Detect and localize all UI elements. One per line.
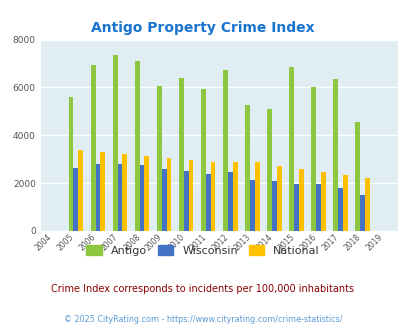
Bar (161, 169, 166, 231)
Bar (90, 65, 95, 231)
Bar (315, 184, 320, 231)
Bar (311, 87, 315, 231)
Bar (342, 175, 347, 231)
Bar (249, 180, 254, 231)
Bar (288, 67, 293, 231)
Bar (205, 174, 210, 231)
Bar (210, 162, 215, 231)
Bar (166, 158, 171, 231)
Bar (354, 122, 359, 231)
Bar (293, 184, 298, 231)
Bar (359, 195, 364, 231)
Bar (227, 172, 232, 231)
Bar (179, 78, 183, 231)
Bar (222, 70, 227, 231)
Bar (200, 89, 205, 231)
Bar (232, 162, 237, 231)
Text: Crime Index corresponds to incidents per 100,000 inhabitants: Crime Index corresponds to incidents per… (51, 284, 354, 294)
Bar (134, 61, 139, 231)
Bar (298, 169, 303, 231)
Bar (254, 162, 259, 231)
Bar (78, 150, 83, 231)
Bar (188, 160, 193, 231)
Bar (73, 168, 78, 231)
Bar (100, 152, 105, 231)
Bar (68, 97, 73, 231)
Bar (337, 188, 342, 231)
Bar (364, 178, 369, 231)
Bar (320, 172, 325, 231)
Text: Antigo Property Crime Index: Antigo Property Crime Index (91, 21, 314, 35)
Bar (122, 154, 127, 231)
Bar (139, 165, 144, 231)
Bar (117, 164, 122, 231)
Bar (183, 171, 188, 231)
Bar (266, 109, 271, 231)
Bar (271, 181, 276, 231)
Text: © 2025 CityRating.com - https://www.cityrating.com/crime-statistics/: © 2025 CityRating.com - https://www.city… (64, 315, 341, 324)
Bar (156, 86, 161, 231)
Bar (95, 164, 100, 231)
Bar (276, 166, 281, 231)
Bar (144, 156, 149, 231)
Bar (113, 55, 117, 231)
Bar (245, 105, 249, 231)
Legend: Antigo, Wisconsin, National: Antigo, Wisconsin, National (81, 241, 324, 260)
Bar (333, 79, 337, 231)
